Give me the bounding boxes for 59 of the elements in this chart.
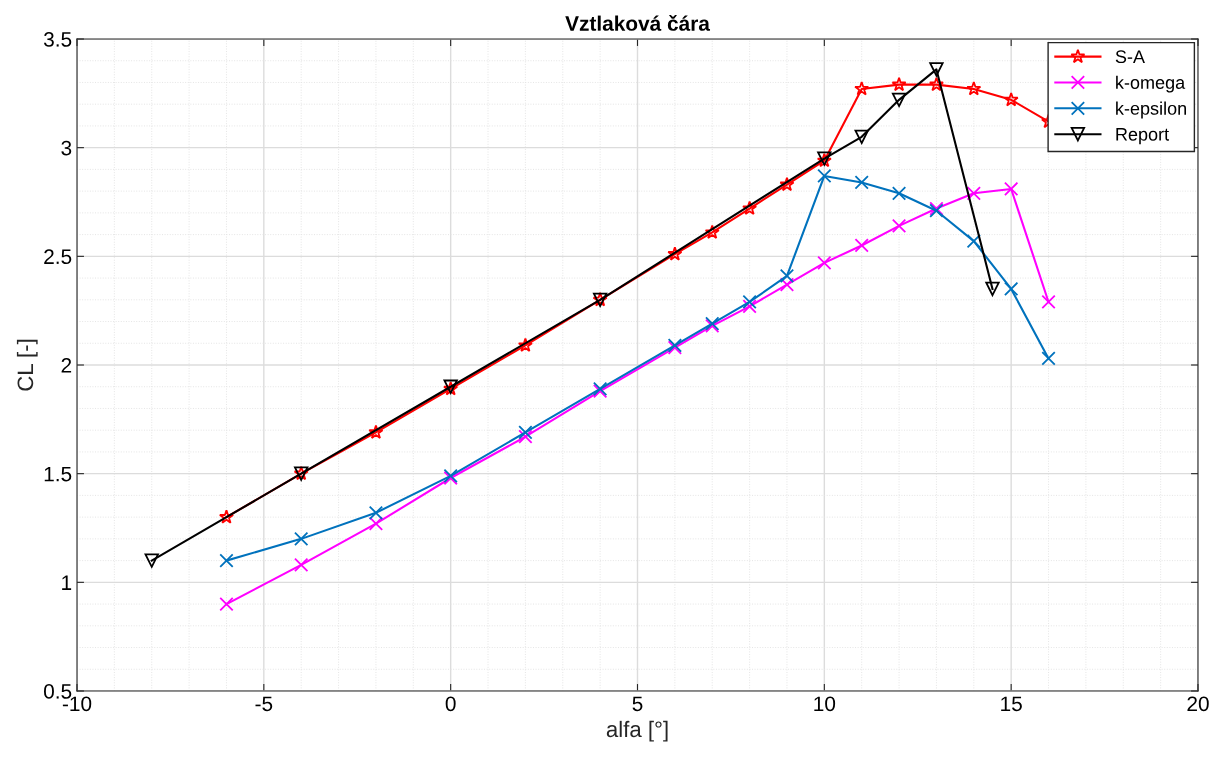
point xyxy=(294,531,309,547)
legend-label: k-epsilon xyxy=(1116,101,1186,119)
point xyxy=(966,81,982,96)
x-tick-label: 20 xyxy=(1187,696,1209,712)
point xyxy=(854,81,870,96)
point xyxy=(891,76,907,92)
point xyxy=(518,429,533,444)
point xyxy=(985,281,1000,297)
legend-label: S-A xyxy=(1115,50,1145,64)
point xyxy=(368,424,384,439)
point xyxy=(1041,294,1056,310)
x-tick-label: 5 xyxy=(632,696,643,712)
point xyxy=(1004,281,1019,297)
point xyxy=(518,425,533,440)
point xyxy=(742,200,758,216)
point xyxy=(1003,92,1019,107)
point xyxy=(779,268,795,284)
y-tick-label: 2 xyxy=(61,358,72,373)
x-tick-label: 15 xyxy=(1001,696,1022,712)
point xyxy=(294,557,309,573)
point xyxy=(218,509,234,524)
y-tick-label: 2.5 xyxy=(44,249,72,265)
point xyxy=(779,176,795,192)
point xyxy=(742,299,757,314)
y-tick-label: 1.5 xyxy=(44,466,72,482)
point xyxy=(966,186,981,201)
point xyxy=(854,238,869,253)
x-axis-title: alfa [°] xyxy=(606,720,668,742)
point xyxy=(929,62,944,77)
point xyxy=(928,76,944,92)
point xyxy=(817,168,832,184)
point xyxy=(368,505,384,520)
point xyxy=(144,553,159,568)
point xyxy=(966,233,981,249)
point xyxy=(854,129,869,144)
y-tick-label: 3.5 xyxy=(43,32,72,47)
legend-label: k-omega xyxy=(1116,75,1186,93)
point xyxy=(368,516,384,531)
point xyxy=(1004,181,1019,197)
point xyxy=(817,255,832,271)
point xyxy=(517,337,533,352)
point xyxy=(219,553,234,568)
point xyxy=(891,218,907,234)
point xyxy=(219,596,234,612)
point xyxy=(854,175,869,190)
chart-title: Vztlaková čára xyxy=(565,15,711,31)
y-tick-label: 3 xyxy=(61,140,72,156)
point xyxy=(742,294,757,310)
x-tick-label: -5 xyxy=(255,696,273,712)
point xyxy=(1041,351,1056,366)
x-tick-label: 0 xyxy=(445,696,456,712)
legend-label: Report xyxy=(1116,128,1169,145)
point xyxy=(704,224,720,239)
point xyxy=(891,186,907,201)
point xyxy=(667,246,683,261)
x-tick-label: 10 xyxy=(814,696,836,712)
y-axis-title: CL [-] xyxy=(16,339,38,391)
y-tick-label: 1 xyxy=(62,575,72,590)
point xyxy=(891,92,907,108)
